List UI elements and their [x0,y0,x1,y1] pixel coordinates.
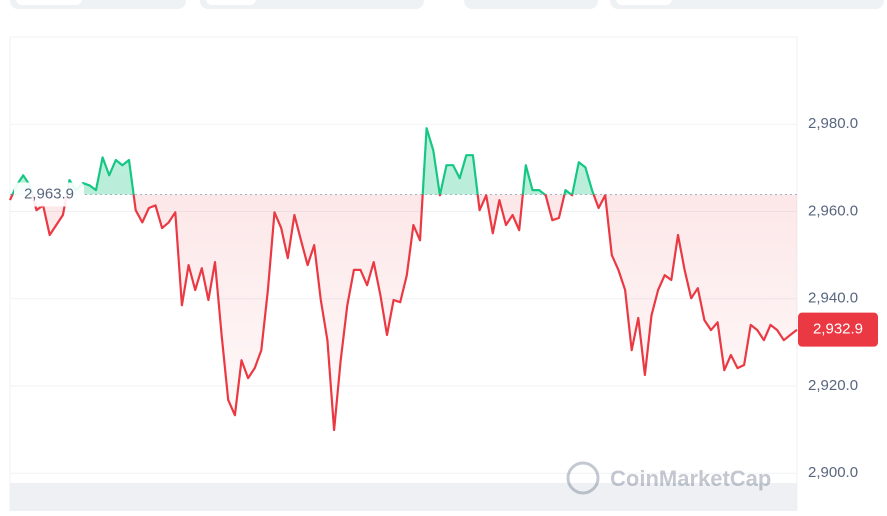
y-tick-label: 2,980.0 [808,115,858,132]
watermark-text: CoinMarketCap [610,466,771,491]
price-line [8,127,798,432]
tab-active[interactable] [16,0,82,5]
watermark-logo [566,461,600,495]
plot [8,127,798,432]
tab-active[interactable] [206,0,256,5]
watermark: CoinMarketCap [566,461,771,495]
baseline-label-bg [14,182,84,207]
tab-active[interactable] [616,0,672,5]
current-price-badge [798,312,878,347]
tab[interactable] [200,0,424,9]
current-price-label: 2,932.9 [813,321,863,338]
tab[interactable] [610,0,884,9]
y-tick-label: 2,900.0 [808,464,858,481]
tab[interactable] [464,0,598,9]
y-tick-label: 2,960.0 [808,202,858,219]
volume-bars [10,483,797,511]
y-tick-label: 2,920.0 [808,377,858,394]
area-fill [10,128,797,430]
y-tick-label: 2,940.0 [808,290,858,307]
baseline-label: 2,963.9 [24,185,74,202]
